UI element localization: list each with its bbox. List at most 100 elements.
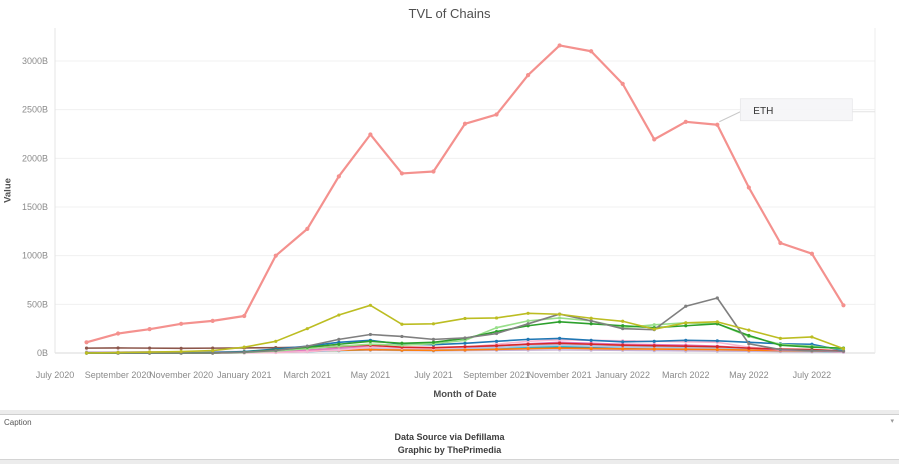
data-point-marker[interactable]: [431, 322, 436, 326]
data-point-marker[interactable]: [148, 350, 152, 354]
caption-menu-caret-icon[interactable]: ▾: [890, 418, 894, 425]
data-point-marker[interactable]: [274, 339, 278, 343]
data-point-marker[interactable]: [589, 322, 593, 326]
data-point-marker[interactable]: [589, 49, 594, 54]
data-point-marker[interactable]: [715, 347, 719, 352]
data-point-marker[interactable]: [778, 343, 782, 347]
data-point-marker[interactable]: [621, 324, 625, 328]
data-point-marker[interactable]: [652, 339, 656, 343]
data-point-marker[interactable]: [809, 251, 815, 256]
data-point-marker[interactable]: [557, 43, 562, 48]
data-point-marker[interactable]: [400, 322, 404, 326]
data-point-marker[interactable]: [683, 119, 688, 124]
data-point-marker[interactable]: [494, 347, 499, 351]
bottom-resize-strip[interactable]: [0, 459, 899, 464]
data-point-marker[interactable]: [810, 345, 814, 349]
data-point-marker[interactable]: [116, 350, 120, 355]
data-point-marker[interactable]: [462, 121, 468, 126]
data-point-marker[interactable]: [84, 351, 89, 355]
data-point-marker[interactable]: [778, 240, 783, 246]
data-point-marker[interactable]: [242, 345, 246, 349]
data-point-marker[interactable]: [274, 348, 278, 353]
data-point-marker[interactable]: [589, 319, 593, 323]
data-point-marker[interactable]: [463, 341, 467, 345]
data-point-marker[interactable]: [715, 320, 719, 324]
data-point-marker[interactable]: [684, 321, 688, 325]
data-point-marker[interactable]: [494, 339, 499, 343]
data-point-marker[interactable]: [84, 346, 89, 350]
data-point-marker[interactable]: [684, 324, 688, 328]
data-point-marker[interactable]: [463, 348, 467, 352]
data-point-marker[interactable]: [368, 342, 372, 346]
data-point-marker[interactable]: [558, 320, 562, 324]
data-point-marker[interactable]: [400, 334, 404, 339]
data-point-marker[interactable]: [400, 341, 404, 345]
data-point-marker[interactable]: [558, 341, 562, 345]
data-point-marker[interactable]: [336, 174, 341, 179]
data-point-marker[interactable]: [684, 344, 688, 348]
data-point-marker[interactable]: [684, 304, 688, 308]
data-point-marker[interactable]: [211, 346, 215, 350]
data-point-marker[interactable]: [589, 338, 593, 342]
data-point-marker[interactable]: [431, 337, 436, 341]
data-point-marker[interactable]: [621, 347, 625, 351]
data-point-marker[interactable]: [841, 303, 846, 308]
data-point-marker[interactable]: [399, 171, 405, 176]
data-point-marker[interactable]: [305, 327, 309, 331]
data-point-marker[interactable]: [463, 345, 467, 349]
data-point-marker[interactable]: [526, 337, 530, 341]
data-point-marker[interactable]: [841, 347, 846, 351]
data-point-marker[interactable]: [778, 347, 782, 352]
data-point-marker[interactable]: [211, 351, 215, 355]
data-point-marker[interactable]: [116, 346, 120, 350]
data-point-marker[interactable]: [368, 303, 372, 307]
data-point-marker[interactable]: [526, 342, 530, 346]
data-point-marker[interactable]: [715, 345, 719, 349]
data-point-marker[interactable]: [305, 226, 310, 231]
data-point-marker[interactable]: [621, 319, 625, 323]
data-point-marker[interactable]: [337, 342, 341, 346]
data-point-marker[interactable]: [652, 327, 656, 331]
data-point-marker[interactable]: [211, 348, 215, 353]
data-point-marker[interactable]: [558, 346, 562, 350]
data-point-marker[interactable]: [179, 346, 183, 350]
data-point-marker[interactable]: [621, 327, 625, 331]
data-point-marker[interactable]: [684, 338, 688, 342]
data-point-marker[interactable]: [810, 348, 814, 353]
data-point-marker[interactable]: [558, 312, 562, 316]
data-point-marker[interactable]: [179, 349, 183, 354]
data-point-marker[interactable]: [494, 112, 499, 117]
data-point-marker[interactable]: [526, 311, 530, 315]
data-point-marker[interactable]: [368, 332, 372, 337]
data-point-marker[interactable]: [337, 348, 341, 352]
data-point-marker[interactable]: [715, 339, 719, 343]
data-point-marker[interactable]: [368, 132, 373, 137]
data-point-marker[interactable]: [463, 336, 467, 340]
series-ETH[interactable]: [84, 43, 846, 345]
data-point-marker[interactable]: [115, 331, 121, 336]
data-point-marker[interactable]: [652, 137, 657, 142]
data-point-marker[interactable]: [494, 316, 499, 320]
data-point-marker[interactable]: [463, 316, 467, 321]
data-point-marker[interactable]: [305, 349, 309, 354]
data-point-marker[interactable]: [778, 336, 782, 340]
data-point-marker[interactable]: [747, 328, 751, 332]
data-point-marker[interactable]: [715, 122, 720, 127]
data-point-marker[interactable]: [526, 322, 530, 326]
data-point-marker[interactable]: [589, 342, 593, 346]
data-point-marker[interactable]: [431, 169, 436, 174]
data-point-marker[interactable]: [589, 316, 593, 320]
data-point-marker[interactable]: [621, 343, 625, 347]
data-point-marker[interactable]: [148, 346, 152, 350]
data-point-marker[interactable]: [652, 347, 656, 351]
data-point-marker[interactable]: [558, 336, 562, 340]
data-point-marker[interactable]: [494, 331, 499, 336]
series-bcbd22[interactable]: [84, 303, 846, 355]
data-point-marker[interactable]: [368, 339, 372, 343]
data-point-marker[interactable]: [210, 318, 215, 323]
data-point-marker[interactable]: [684, 347, 688, 351]
data-point-marker[interactable]: [589, 347, 593, 351]
data-point-marker[interactable]: [337, 337, 341, 341]
data-point-marker[interactable]: [431, 346, 436, 350]
data-point-marker[interactable]: [747, 342, 751, 346]
